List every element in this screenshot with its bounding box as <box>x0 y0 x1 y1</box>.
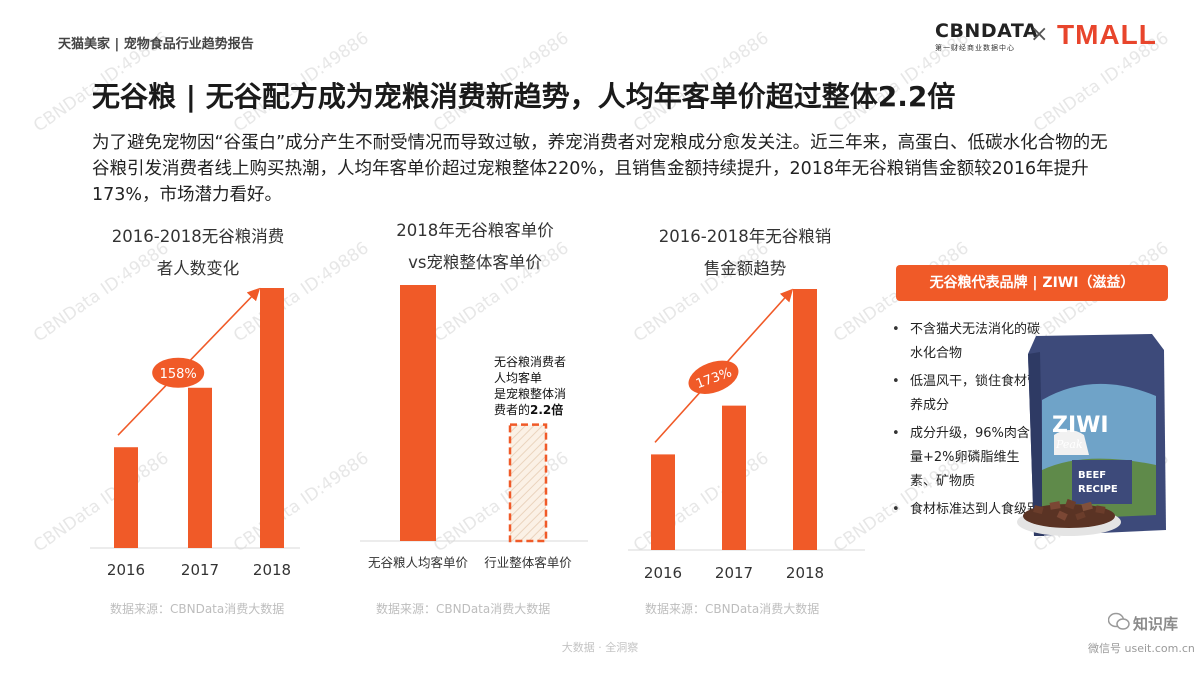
panel1-growth-badge: 158% <box>152 357 205 388</box>
growth-badge-bg <box>688 360 739 394</box>
panel3-title: 2016-2018年无谷粮销 售金额趋势 <box>625 221 865 285</box>
growth-badge-bg <box>152 357 205 388</box>
panel1-source: 数据来源：CBNData消费大数据 <box>110 602 285 616</box>
ziwi-product-image: ZIWI Peak BEEF RECIPE <box>1017 334 1166 536</box>
panel1-tick-label: 2018 <box>253 561 291 579</box>
wechat-account-id: 微信号 useit.com.cn <box>1088 642 1195 655</box>
brand-banner: 无谷粮代表品牌 | ZIWI（滋益） <box>896 265 1168 301</box>
brand-feature-item: 成分升级，96%肉含量+2%卵磷脂维生素、矿物质 <box>890 422 1040 494</box>
panel3-bar-1 <box>722 405 746 550</box>
cbndata-logo-subtitle: 第一财经商业数据中心 <box>935 44 1015 52</box>
wechat-icon <box>1108 612 1130 630</box>
panel1-tick-label: 2017 <box>181 561 219 579</box>
intro-paragraph: 为了避免宠物因“谷蛋白”成分产生不耐受情况而导致过敏，养宠消费者对宠粮成分愈发关… <box>92 133 1108 205</box>
logo-separator: × <box>1030 22 1049 47</box>
product-label-line2: RECIPE <box>1078 484 1118 495</box>
footer-slogan: 大数据 · 全洞察 <box>561 641 639 654</box>
panel1-title-line2: 者人数变化 <box>156 259 240 278</box>
brand-feature-item: 食材标准达到人食级别 <box>890 498 1040 522</box>
panel2-note-line4: 费者的 <box>494 403 531 417</box>
brand-feature-item: 不含猫犬无法消化的碳水化合物 <box>890 318 1040 366</box>
report-title: 天猫美家 | 宠物食品行业趋势报告 <box>58 37 254 52</box>
panel2-title-line2: vs宠粮整体客单价 <box>408 253 542 272</box>
panel3-bar-0 <box>651 454 675 550</box>
panel3-tick-label: 2018 <box>786 564 824 582</box>
panel1-title: 2016-2018无谷粮消费 者人数变化 <box>88 221 308 285</box>
product-label-line1: BEEF <box>1078 470 1106 481</box>
panel3-source: 数据来源：CBNData消费大数据 <box>645 602 820 616</box>
panel1-bar-1 <box>188 387 212 548</box>
panel2-note-highlight: 2.2倍 <box>530 403 564 417</box>
panel2-note-line3: 是宠粮整体消 <box>494 387 567 401</box>
panel3-tick-label: 2017 <box>715 564 753 582</box>
panel1-title-line1: 2016-2018无谷粮消费 <box>111 227 285 246</box>
cbndata-logo: CBNDATA 第一财经商业数据中心 <box>935 20 1039 53</box>
panel3-tick-label: 2016 <box>644 564 682 582</box>
cbndata-logo-text: CBNDATA <box>935 20 1039 42</box>
panel2-tick-label: 行业整体客单价 <box>484 555 572 570</box>
panel3-title-line1: 2016-2018年无谷粮销 <box>658 227 832 246</box>
panel2-title-line1: 2018年无谷粮客单价 <box>396 221 554 240</box>
growth-badge-label: 158% <box>160 367 197 382</box>
panel2-note: 无谷粮消费者 人均客单 是宠粮整体消 费者的2.2倍 <box>494 354 589 418</box>
panel2-title: 2018年无谷粮客单价 vs宠粮整体客单价 <box>360 215 590 279</box>
panel2-source: 数据来源：CBNData消费大数据 <box>376 602 551 616</box>
brand-features: 不含猫犬无法消化的碳水化合物 低温风干，锁住食材营养成分 成分升级，96%肉含量… <box>890 318 1040 526</box>
panel2-tick-label: 无谷粮人均客单价 <box>368 555 469 570</box>
panel3-bar-2 <box>793 289 817 550</box>
panel1-bar-0 <box>114 447 138 548</box>
brand-feature-item: 低温风干，锁住食材营养成分 <box>890 370 1040 418</box>
panel1-bar-2 <box>260 288 284 548</box>
panel1-tick-label: 2016 <box>107 561 145 579</box>
panel2-note-line1: 无谷粮消费者 <box>494 355 567 369</box>
tmall-logo: TMALL <box>1057 19 1157 50</box>
product-sub-text: Peak <box>1055 438 1083 451</box>
panel3-growth-badge: 173% <box>688 360 739 394</box>
product-brand-text: ZIWI <box>1052 413 1109 438</box>
panel2-note-line2: 人均客单 <box>494 371 543 385</box>
panel3-title-line2: 售金额趋势 <box>703 259 787 278</box>
page-title: 无谷粮 | 无谷配方成为宠粮消费新趋势，人均年客单价超过整体2.2倍 <box>92 80 956 113</box>
panel2-bar-1 <box>508 423 548 543</box>
wechat-account-name: 知识库 <box>1133 615 1179 633</box>
panel2-bar-0 <box>400 285 436 541</box>
